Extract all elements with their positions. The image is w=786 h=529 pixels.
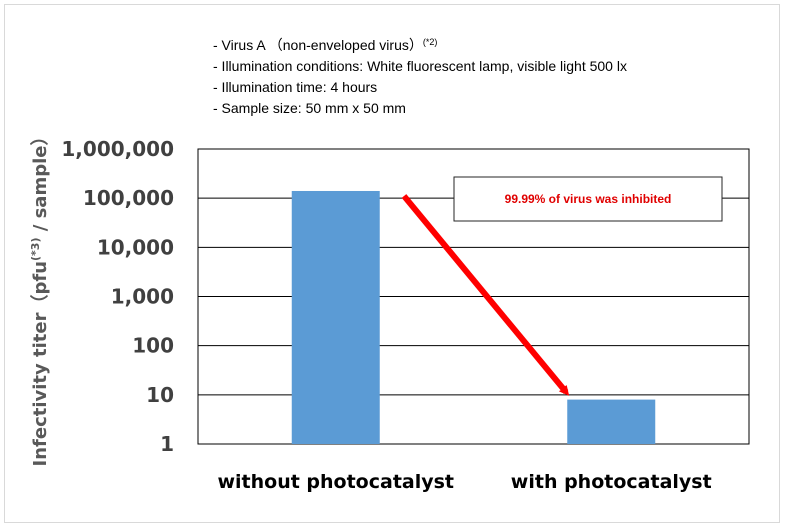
y-tick-label: 10 [146,383,174,407]
plot-border [197,148,750,445]
chart-frame [4,4,780,523]
annotation-text: 99.99% of virus was inhibited [505,192,672,206]
y-tick-label: 1,000 [111,285,174,309]
plot-area [197,148,750,445]
y-tick-label: 100,000 [83,186,174,210]
note-line: - Illumination conditions: White fluores… [213,58,627,74]
x-axis-categories: without photocatalyst with photocatalyst [217,471,711,493]
bars [291,190,656,444]
bar-without-photocatalyst [291,190,380,444]
y-tick-label: 10,000 [97,235,174,259]
y-axis-ticks: 1 10 100 1,000 10,000 100,000 1,000,000 [61,137,174,456]
note-line: - Sample size: 50 mm x 50 mm [213,100,406,116]
y-tick-label: 1,000,000 [61,137,174,161]
y-tick-label: 100 [132,334,174,358]
y-tick-label: 1 [160,432,174,456]
y-axis-title: Infectivity titer（pfu(*3) / sample） [29,128,51,467]
reduction-arrow [401,194,570,396]
bar-with-photocatalyst [567,399,656,444]
note-line: - Illumination time: 4 hours [213,79,377,95]
annotation-box-border [453,176,723,222]
category-label: with photocatalyst [511,471,712,493]
note-line: - Virus A （non-enveloped virus）(*2) [213,37,437,53]
conditions-notes: - Virus A （non-enveloped virus）(*2) - Il… [213,37,627,116]
annotation-box: 99.99% of virus was inhibited [453,176,723,222]
category-label: without photocatalyst [217,471,454,493]
